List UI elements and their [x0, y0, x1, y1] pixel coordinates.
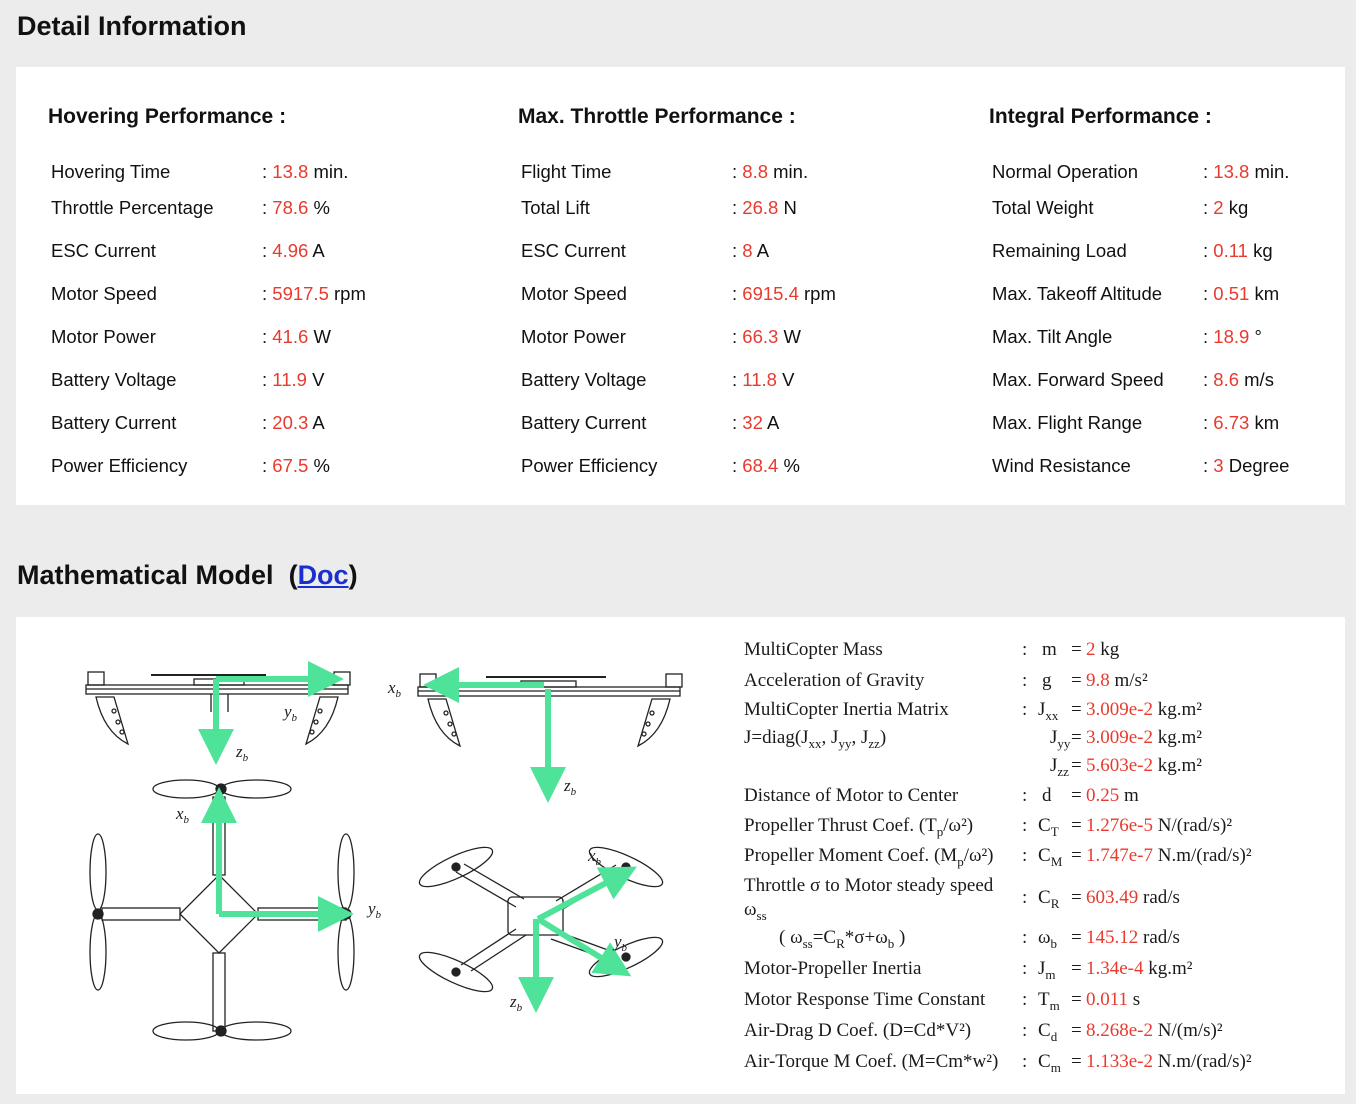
column-title: Max. Throttle Performance : — [518, 105, 796, 128]
xb-label: xb — [175, 804, 190, 826]
yb-label: yb — [282, 702, 298, 724]
doc-link[interactable]: Doc — [297, 560, 349, 590]
xb-label: xb — [387, 678, 402, 700]
column-title: Integral Performance : — [989, 105, 1212, 128]
yb-label: yb — [612, 932, 628, 954]
quadcopter-diagrams: zb yb xb zb — [85, 661, 683, 1041]
model-panel: zb yb xb zb — [16, 617, 1345, 1094]
column-title: Hovering Performance : — [48, 105, 287, 128]
zb-label: zb — [563, 776, 577, 798]
axis-arrows-4 — [518, 866, 637, 1013]
axis-arrows-3 — [201, 787, 354, 932]
detail-title: Detail Information — [17, 11, 247, 41]
axis-arrows-2 — [423, 667, 566, 803]
zb-label: zb — [509, 992, 523, 1014]
detail-panel: Hovering Performance : Hovering Time: 13… — [16, 67, 1345, 505]
yb-label: yb — [366, 899, 382, 921]
model-title: Mathematical Model (Doc) — [17, 560, 358, 590]
axis-arrows-1 — [198, 661, 344, 765]
xb-label: xb — [587, 846, 602, 868]
zb-label: zb — [235, 742, 249, 764]
